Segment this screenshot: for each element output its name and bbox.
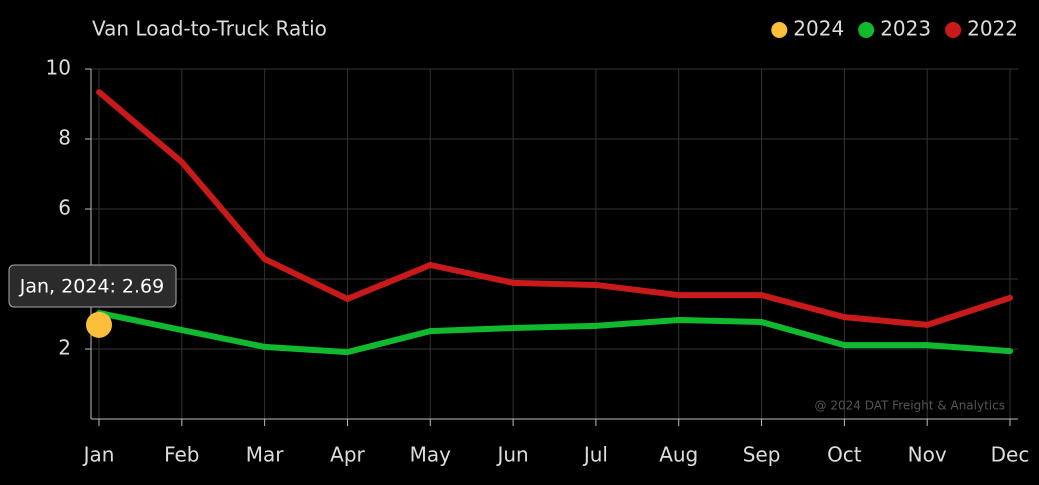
point [96,89,102,96]
point [758,319,765,326]
y-tick-label: 8 [58,126,71,150]
point [1007,294,1013,301]
series-line [97,89,1011,328]
y-tick-label: 2 [58,336,71,360]
point [261,256,268,263]
point [510,325,517,331]
x-tick-label: May [410,443,452,467]
watermark: @ 2024 DAT Freight & Analytics [815,399,1005,413]
point [427,328,434,335]
chart-title: Van Load-to-Truck Ratio [92,17,327,41]
y-tick-label: 10 [46,56,71,80]
x-tick-label: Jan [82,443,115,467]
x-tick-label: Aug [659,443,698,467]
x-tick-label: Mar [246,443,285,467]
legend-swatch [945,22,962,38]
point [924,342,931,349]
tooltip-text: Jan, 2024: 2.69 [19,276,164,298]
point [675,292,682,299]
series-line [98,310,1011,356]
point [427,262,434,268]
x-tick-label: Dec [991,443,1030,467]
point [261,343,268,350]
point [178,159,185,166]
x-tick-label: Nov [908,443,947,467]
x-tick-label: Oct [827,443,862,467]
legend-swatch [771,22,788,38]
y-tick-label: 6 [58,196,71,220]
point [592,322,599,329]
point [675,316,682,323]
point [510,279,517,286]
legend-label: 2022 [967,17,1018,41]
legend-label: 2024 [793,17,844,41]
point [344,349,351,356]
x-tick-label: Sep [743,443,781,467]
x-tick-label: Feb [164,443,199,467]
point [924,321,931,328]
tooltip: Jan, 2024: 2.69 [8,264,177,308]
point [344,295,351,302]
point [841,342,848,349]
x-tick-label: Jun [495,443,528,467]
point [86,311,112,338]
tooltip-box [8,264,177,308]
x-tick-label: Apr [330,443,365,467]
x-tick-label: Jul [582,443,608,467]
point [758,292,765,299]
legend-swatch [858,22,875,38]
point [1007,348,1013,355]
legend-label: 2023 [880,17,931,41]
point [841,314,848,321]
point [592,281,599,288]
point [178,327,185,334]
